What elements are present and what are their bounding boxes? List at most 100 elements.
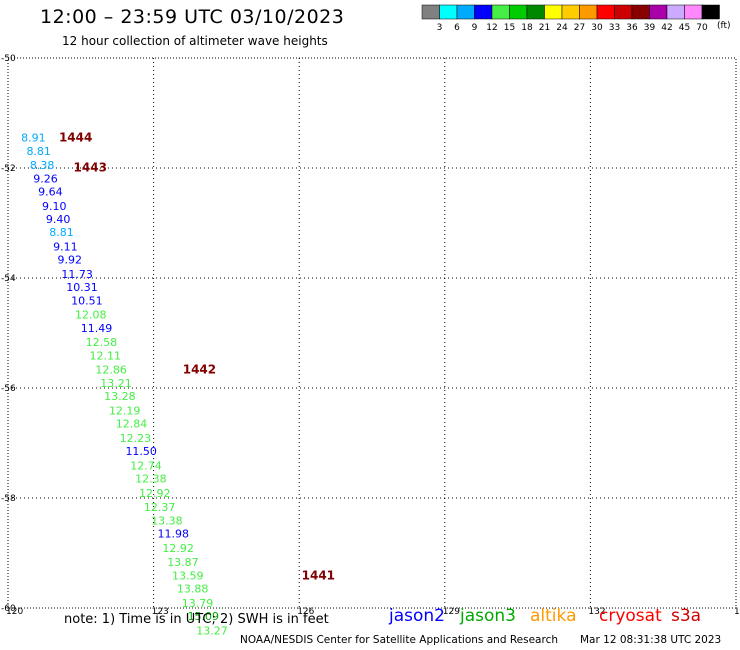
wave-height-points: 8.918.818.389.269.649.109.408.819.119.92… bbox=[21, 132, 228, 638]
mission-s3a: s3a bbox=[671, 606, 702, 626]
legend-bin-label: 18 bbox=[521, 23, 533, 33]
mission-altika: altika bbox=[530, 606, 577, 626]
wave-height-label: 12.86 bbox=[95, 364, 127, 377]
wave-height-label: 11.73 bbox=[61, 268, 93, 281]
wave-height-label: 9.26 bbox=[33, 172, 58, 185]
wave-height-label: 13.87 bbox=[167, 556, 199, 569]
x-tick-label: 123 bbox=[152, 607, 169, 617]
legend-bin-label: 6 bbox=[454, 23, 460, 33]
wave-height-label: 11.50 bbox=[125, 445, 157, 458]
legend-bin-label: 39 bbox=[644, 23, 656, 33]
wave-height-label: 12.92 bbox=[162, 542, 194, 555]
legend-swatch bbox=[491, 4, 510, 20]
footer-timestamp: Mar 12 08:31:38 UTC 2023 bbox=[580, 634, 722, 646]
color-legend: 3 6 9 12 15 18 21 24 27 30 33 36 39 42 45 70 bbox=[421, 4, 720, 33]
wave-height-label: 8.81 bbox=[26, 145, 50, 158]
wave-height-label: 12.58 bbox=[86, 336, 118, 349]
legend-bin-label: 30 bbox=[591, 23, 603, 33]
legend-swatch bbox=[509, 4, 528, 20]
plot-frame bbox=[7, 57, 737, 609]
y-tick-label: -54 bbox=[1, 274, 16, 284]
legend-bin-label: 9 bbox=[472, 23, 478, 33]
legend-swatch bbox=[474, 4, 493, 20]
y-tick-label: -60 bbox=[1, 604, 16, 614]
y-tick-label: -50 bbox=[1, 54, 16, 64]
legend-bin-label: 70 bbox=[696, 23, 708, 33]
legend-bin-label: 36 bbox=[626, 23, 638, 33]
wave-height-label: 12.23 bbox=[120, 432, 152, 445]
wave-height-label: 13.88 bbox=[177, 583, 209, 596]
pass-number-label: 1442 bbox=[183, 363, 216, 377]
legend-swatch bbox=[649, 4, 668, 20]
mission-cryosat: cryosat bbox=[599, 606, 662, 626]
pass-number-label: 1444 bbox=[59, 131, 92, 145]
legend-swatch bbox=[439, 4, 458, 20]
legend-bin-label: 33 bbox=[609, 23, 620, 33]
wave-height-label: 8.81 bbox=[49, 226, 74, 239]
wave-height-label: 12.84 bbox=[116, 418, 148, 431]
legend-bin-label: 15 bbox=[504, 23, 515, 33]
legend-swatch bbox=[526, 4, 545, 20]
legend-swatch bbox=[666, 4, 685, 20]
x-tick-label: 129 bbox=[443, 607, 460, 617]
wave-height-label: 12.11 bbox=[90, 349, 122, 362]
legend-bin-label: 45 bbox=[679, 23, 690, 33]
legend-swatch bbox=[579, 4, 598, 20]
wave-height-label: 8.38 bbox=[30, 159, 55, 172]
wave-height-label: 13.59 bbox=[172, 569, 204, 582]
footer-credit: NOAA/NESDIS Center for Satellite Applica… bbox=[240, 634, 558, 646]
legend-swatch bbox=[561, 4, 580, 20]
legend-bin-label: 12 bbox=[486, 23, 497, 33]
legend-bin-label: 21 bbox=[539, 23, 550, 33]
y-tick-label: -56 bbox=[1, 384, 16, 394]
legend-swatch bbox=[596, 4, 615, 20]
wave-height-label: 11.98 bbox=[157, 528, 189, 541]
grid-lines bbox=[8, 58, 736, 608]
pass-number-label: 1441 bbox=[302, 568, 335, 582]
wave-height-label: 12.92 bbox=[139, 487, 171, 500]
y-tick-label: -58 bbox=[1, 494, 16, 504]
wave-height-label: 11.49 bbox=[81, 322, 113, 335]
legend-swatch bbox=[456, 4, 475, 20]
wave-height-label: 10.31 bbox=[66, 281, 98, 294]
legend-bin-label: 42 bbox=[661, 23, 672, 33]
wave-height-label: 9.10 bbox=[42, 200, 66, 213]
legend-swatch bbox=[701, 4, 720, 20]
wave-height-label: 9.11 bbox=[53, 241, 78, 254]
wave-height-label: 12.08 bbox=[75, 309, 107, 322]
wave-height-label: 12.38 bbox=[135, 473, 167, 486]
footer-note: note: 1) Time is in UTC; 2) SWH is in fe… bbox=[64, 612, 329, 627]
legend-swatch bbox=[421, 4, 440, 20]
mission-jason2: jason2 bbox=[389, 606, 445, 626]
mission-jason3: jason3 bbox=[460, 606, 516, 626]
legend-bin-label: 24 bbox=[556, 23, 568, 33]
wave-height-label: 13.21 bbox=[100, 377, 132, 390]
legend-bin-label: 3 bbox=[437, 23, 443, 33]
wave-height-label: 12.74 bbox=[130, 459, 162, 472]
wave-height-label: 9.64 bbox=[38, 186, 63, 199]
wave-height-label: 9.92 bbox=[58, 254, 82, 267]
legend-swatch bbox=[614, 4, 633, 20]
wave-height-label: 13.28 bbox=[104, 390, 136, 403]
wave-height-label: 12.37 bbox=[144, 501, 176, 514]
wave-height-label: 15.09 bbox=[188, 610, 220, 623]
x-tick-label: 132 bbox=[588, 607, 605, 617]
legend-bin-label: 27 bbox=[574, 23, 585, 33]
wave-height-label: 10.51 bbox=[71, 294, 103, 307]
wave-height-label: 13.27 bbox=[196, 624, 228, 637]
wave-height-label: 12.19 bbox=[109, 404, 141, 417]
legend-swatch bbox=[544, 4, 563, 20]
axis-tick-labels: 120 123 126 129 132 135 -50 -52 -54 -56 -58 -60 bbox=[1, 54, 740, 617]
pass-number-label: 1443 bbox=[74, 160, 107, 174]
legend-unit: (ft) bbox=[717, 21, 731, 31]
x-tick-label: 135 bbox=[734, 607, 740, 617]
x-tick-label: 126 bbox=[297, 607, 314, 617]
x-tick-label: 120 bbox=[6, 607, 23, 617]
wave-height-label: 13.79 bbox=[182, 597, 214, 610]
wave-height-label: 9.40 bbox=[46, 213, 71, 226]
y-tick-label: -52 bbox=[1, 164, 16, 174]
chart-title: 12:00 – 23:59 UTC 03/10/2023 bbox=[40, 6, 345, 28]
wave-height-label: 8.91 bbox=[21, 132, 46, 145]
legend-swatch bbox=[684, 4, 703, 20]
